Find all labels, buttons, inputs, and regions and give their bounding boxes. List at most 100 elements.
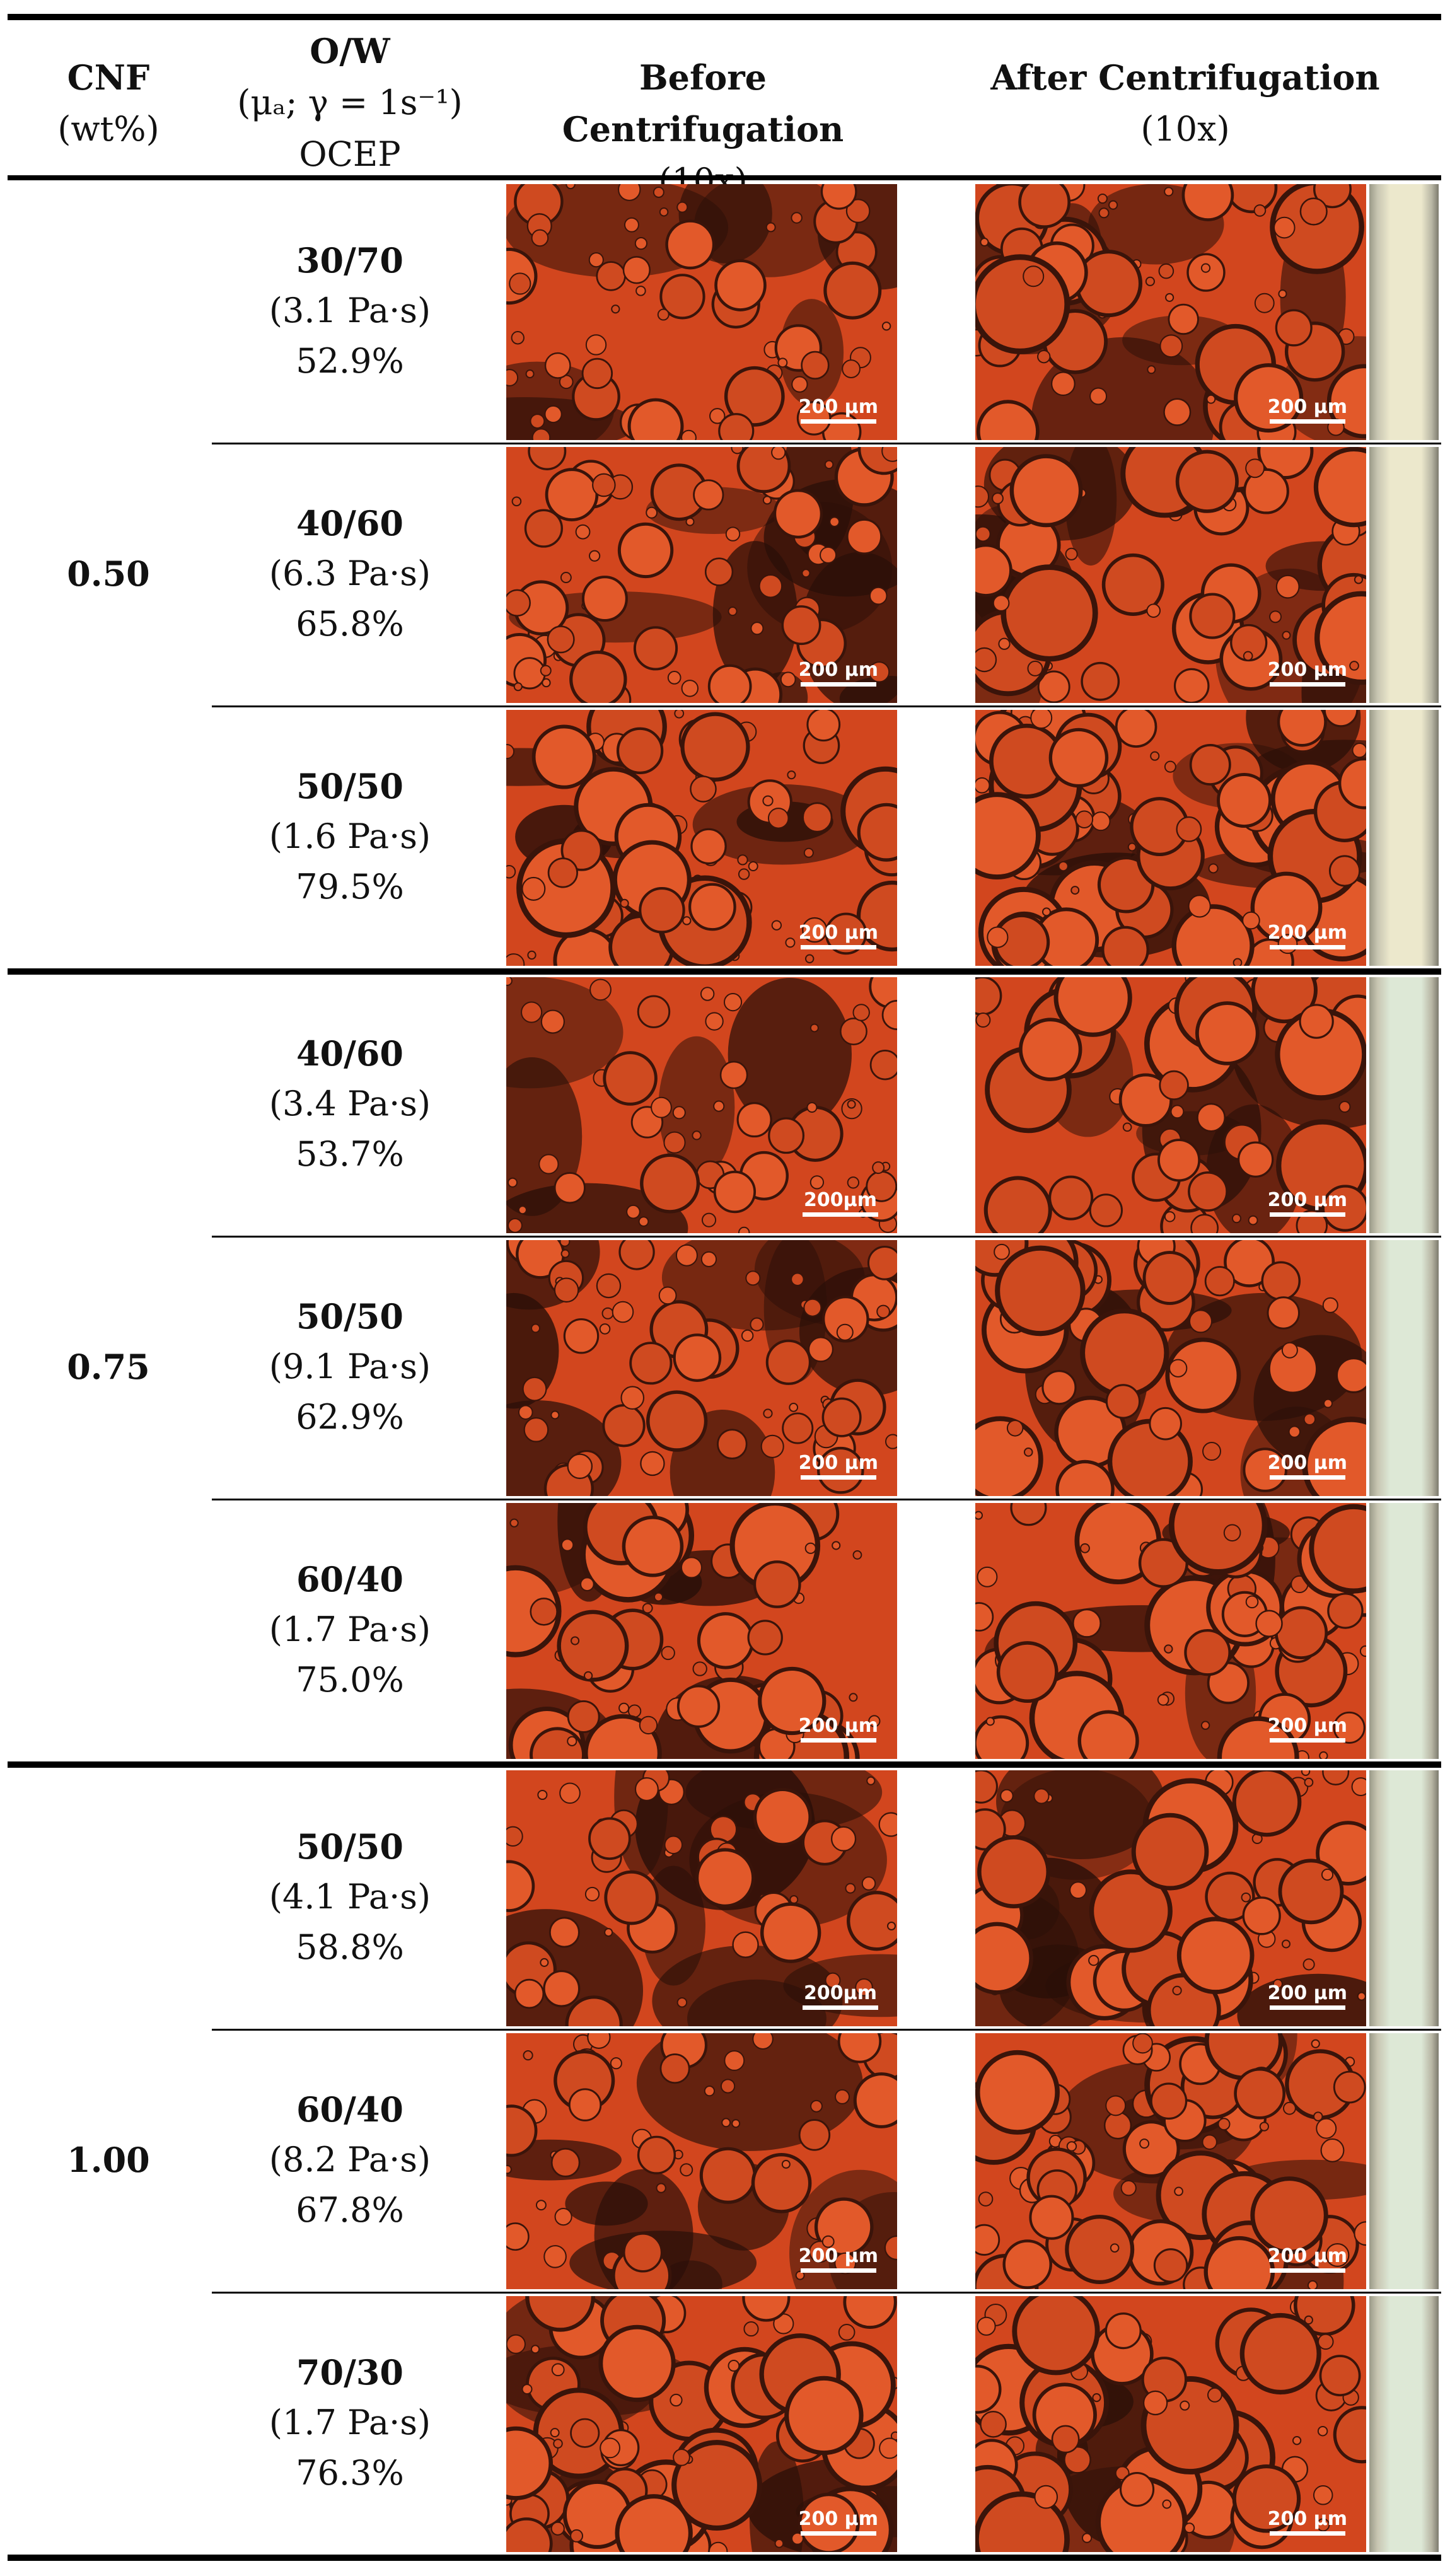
scale-bar: 200 μm <box>1268 659 1347 687</box>
scale-bar: 200 μm <box>1268 2245 1347 2273</box>
scale-bar-line <box>1269 419 1345 424</box>
header-after-mag: (10x) <box>1140 109 1230 149</box>
tube-photo <box>1369 710 1439 966</box>
after-micrograph: 200 μm <box>975 710 1366 966</box>
before-micrograph: 200 μm <box>506 710 897 966</box>
tube-photo <box>1369 2296 1439 2552</box>
scale-label: 200 μm <box>798 396 878 418</box>
scale-bar: 200μm <box>803 1982 878 2010</box>
ow-ocep: 75.0% <box>296 1660 404 1700</box>
ow-cell: 70/30 (1.7 Pa·s) 76.3% <box>214 2347 485 2498</box>
ow-cell: 40/60 (6.3 Pa·s) 65.8% <box>214 498 485 649</box>
header-after: After Centrifugation (10x) <box>965 52 1406 155</box>
after-micrograph: 200 μm <box>975 1240 1366 1496</box>
row-separator <box>212 2292 1441 2294</box>
after-micrograph: 200 μm <box>975 1770 1366 2026</box>
group-separator-rule <box>8 968 1441 975</box>
header-ow-sub2: OCEP <box>299 134 401 174</box>
after-micrograph: 200 μm <box>975 184 1366 440</box>
scale-label: 200 μm <box>798 659 878 681</box>
row-separator <box>212 1499 1441 1500</box>
scale-label: 200 μm <box>1267 1189 1347 1211</box>
table-bottom-rule <box>8 2555 1441 2561</box>
scale-bar-line <box>800 2268 876 2273</box>
scale-bar: 200 μm <box>799 659 878 687</box>
ow-cell: 50/50 (9.1 Pa·s) 62.9% <box>214 1291 485 1442</box>
ow-cell: 40/60 (3.4 Pa·s) 53.7% <box>214 1028 485 1180</box>
cnf-value: 0.75 <box>67 1347 150 1387</box>
before-micrograph: 200 μm <box>506 184 897 440</box>
header-cnf-title: CNF <box>67 57 150 98</box>
before-micrograph: 200 μm <box>506 2033 897 2289</box>
after-micrograph: 200 μm <box>975 977 1366 1233</box>
ow-ratio: 50/50 <box>296 766 403 806</box>
header-cnf-unit: (wt%) <box>57 109 160 149</box>
ow-ocep: 65.8% <box>296 604 404 644</box>
scale-bar-line <box>800 419 876 424</box>
group-separator-rule <box>8 1761 1441 1768</box>
scale-bar-line <box>800 682 876 687</box>
scale-label: 200μm <box>804 1982 877 2004</box>
header-before-title: Before Centrifugation <box>562 57 844 149</box>
ow-ocep: 76.3% <box>296 2453 404 2493</box>
scale-label: 200 μm <box>1267 1715 1347 1737</box>
header-ow: O/W (μₐ; γ = 1s⁻¹) OCEP <box>214 25 485 180</box>
cnf-value: 1.00 <box>67 2140 150 2180</box>
scale-label: 200 μm <box>1267 2508 1347 2530</box>
scale-bar-line <box>1269 945 1345 949</box>
ow-cell: 50/50 (4.1 Pa·s) 58.8% <box>214 1821 485 1973</box>
scale-bar-line <box>1269 1212 1345 1217</box>
scale-bar-line <box>803 1212 878 1217</box>
scale-bar: 200 μm <box>1268 1715 1347 1743</box>
before-micrograph: 200 μm <box>506 1503 897 1759</box>
ow-viscosity: (6.3 Pa·s) <box>269 554 431 593</box>
tube-photo <box>1369 447 1439 703</box>
ow-ocep: 52.9% <box>296 341 404 381</box>
after-micrograph: 200 μm <box>975 2033 1366 2289</box>
scale-bar-line <box>803 2005 878 2010</box>
header-cnf: CNF (wt%) <box>8 52 209 155</box>
scale-label: 200 μm <box>798 2245 878 2267</box>
header-ow-sub: (μₐ; γ = 1s⁻¹) <box>237 83 463 122</box>
tube-photo <box>1369 184 1439 440</box>
scale-label: 200 μm <box>1267 1982 1347 2004</box>
after-micrograph: 200 μm <box>975 447 1366 703</box>
scale-bar: 200 μm <box>1268 1452 1347 1480</box>
scale-label: 200 μm <box>1267 1452 1347 1474</box>
ow-viscosity: (1.7 Pa·s) <box>269 2403 431 2442</box>
scale-bar: 200 μm <box>799 2245 878 2273</box>
ow-viscosity: (4.1 Pa·s) <box>269 1877 431 1917</box>
after-micrograph: 200 μm <box>975 1503 1366 1759</box>
tube-photo <box>1369 1503 1439 1759</box>
ow-viscosity: (8.2 Pa·s) <box>269 2140 431 2179</box>
tube-photo <box>1369 977 1439 1233</box>
ow-cell: 50/50 (1.6 Pa·s) 79.5% <box>214 761 485 912</box>
scale-bar: 200 μm <box>799 1715 878 1743</box>
scale-bar-line <box>1269 1475 1345 1480</box>
header-before: Before Centrifugation (10x) <box>504 52 902 207</box>
ow-ratio: 50/50 <box>296 1296 403 1337</box>
ow-ratio: 60/40 <box>296 1559 403 1599</box>
ow-cell: 30/70 (3.1 Pa·s) 52.9% <box>214 235 485 386</box>
ow-viscosity: (1.6 Pa·s) <box>269 816 431 856</box>
scale-label: 200μm <box>804 1189 877 1211</box>
ow-ratio: 40/60 <box>296 503 403 543</box>
before-micrograph: 200 μm <box>506 2296 897 2552</box>
scale-bar: 200 μm <box>799 396 878 424</box>
scale-bar: 200 μm <box>799 922 878 949</box>
ow-viscosity: (3.4 Pa·s) <box>269 1084 431 1123</box>
ow-viscosity: (3.1 Pa·s) <box>269 291 431 330</box>
scale-bar: 200 μm <box>799 1452 878 1480</box>
scale-bar-line <box>800 2531 876 2536</box>
scale-bar-line <box>800 1475 876 1480</box>
ow-ocep: 53.7% <box>296 1134 404 1174</box>
ow-viscosity: (9.1 Pa·s) <box>269 1347 431 1386</box>
scale-bar-line <box>800 1738 876 1743</box>
ow-ratio: 70/30 <box>296 2352 403 2393</box>
row-separator <box>212 1236 1441 1238</box>
tube-photo <box>1369 1240 1439 1496</box>
ow-viscosity: (1.7 Pa·s) <box>269 1610 431 1649</box>
after-micrograph: 200 μm <box>975 2296 1366 2552</box>
ow-ratio: 60/40 <box>296 2089 403 2130</box>
scale-label: 200 μm <box>1267 659 1347 681</box>
